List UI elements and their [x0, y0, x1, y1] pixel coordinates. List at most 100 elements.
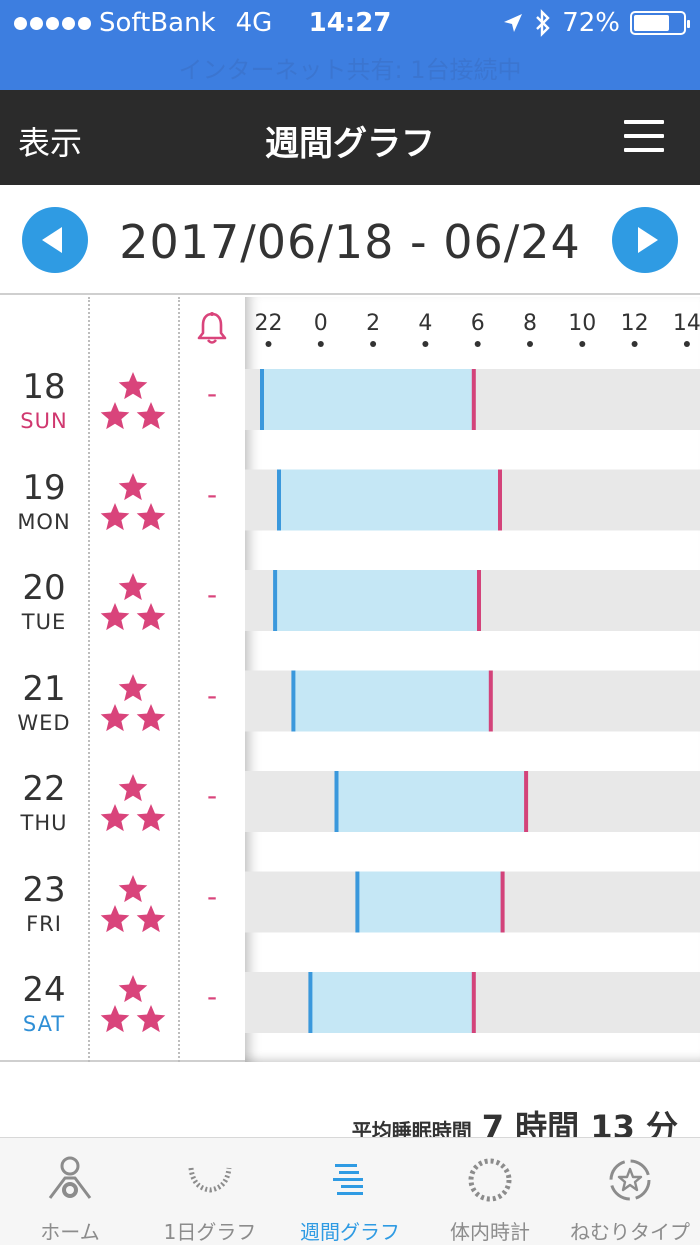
star-icon [136, 402, 166, 430]
tab-home[interactable]: ホーム [0, 1138, 140, 1245]
sleep-rating-stars-icon [100, 874, 166, 932]
waketime-marker [471, 972, 476, 1033]
tab-bar: ホーム 1日グラフ 週間グラフ 体内時計 ねむりタイプ [0, 1137, 700, 1245]
date-header: 2017/06/18 - 06/24 [0, 185, 700, 295]
weekly-grid: 18 SUN -19 MON -20 TUE -21 WED -22 THU -23 FRI -24 SA… [0, 297, 700, 1062]
day-name: FRI [26, 911, 62, 936]
nav-bar: 表示 週間グラフ [0, 90, 700, 185]
star-icon [136, 603, 166, 631]
star-icon [136, 1005, 166, 1033]
sleep-rating-stars-icon [100, 472, 166, 530]
alarm-value: - [206, 779, 218, 812]
sleep-bar [310, 972, 474, 1033]
next-week-button[interactable] [612, 207, 678, 273]
menu-icon[interactable] [624, 120, 664, 154]
alarm-value: - [206, 377, 218, 410]
display-button[interactable]: 表示 [18, 124, 83, 162]
tab-label: 体内時計 [450, 1220, 530, 1244]
tab-daily[interactable]: 1日グラフ [140, 1138, 280, 1245]
sleep-chart-svg: 22 0 2 4 6 8 10 12 14 [245, 311, 700, 1033]
x-tick-dot [474, 341, 481, 347]
daily-graph-icon [188, 1167, 232, 1193]
star-icon [100, 502, 130, 530]
column-divider [178, 297, 180, 1062]
x-tick-dot [265, 341, 272, 347]
home-person-icon [48, 1156, 92, 1199]
day-name: THU [20, 811, 68, 835]
body-clock-icon [468, 1158, 512, 1202]
day-row[interactable]: 20 TUE - [0, 568, 245, 668]
sleep-rating-stars-icon [100, 573, 166, 631]
page-title: 週間グラフ [265, 124, 435, 164]
waketime-marker [488, 670, 493, 732]
x-tick-label: 0 [314, 311, 328, 336]
status-time: 14:27 [308, 8, 392, 38]
alarm-value: - [206, 980, 218, 1013]
star-icon [118, 673, 148, 701]
x-tick-label: 6 [471, 311, 485, 336]
status-bar: SoftBank 4G 14:27 72% インターネット共有: 1台接続中 [0, 0, 700, 90]
star-icon [100, 804, 130, 832]
sleep-rating-stars-icon [100, 975, 166, 1033]
bedtime-marker [277, 469, 281, 531]
alarm-value: - [206, 477, 218, 511]
x-tick-dot [527, 341, 533, 347]
star-icon [136, 703, 166, 731]
star-icon [100, 703, 130, 731]
x-tick-label: 8 [523, 311, 537, 336]
day-row[interactable]: 21 WED - [0, 669, 245, 769]
x-tick-dot [683, 341, 690, 347]
day-name: TUE [21, 610, 67, 634]
tab-type[interactable]: ねむりタイプ [560, 1138, 700, 1245]
star-icon [118, 372, 148, 400]
day-row[interactable]: 22 THU - [0, 769, 245, 869]
day-row[interactable]: 19 MON - [0, 468, 245, 568]
x-tick-label: 14 [673, 311, 700, 336]
sleep-bar [293, 670, 491, 732]
day-row[interactable]: 18 SUN - [0, 367, 245, 467]
day-row[interactable]: 24 SAT - [0, 970, 245, 1070]
bedtime-marker [273, 570, 278, 631]
tab-clock[interactable]: 体内時計 [420, 1138, 560, 1245]
day-name: SUN [20, 409, 68, 433]
sleep-bar [279, 469, 500, 531]
day-row[interactable]: 23 FRI - [0, 870, 245, 970]
sleep-chart[interactable]: 22 0 2 4 6 8 10 12 14 [245, 297, 700, 1062]
day-name: MON [17, 509, 71, 534]
sleep-bar [275, 570, 480, 631]
date-range: 2017/06/18 - 06/24 [119, 215, 581, 269]
previous-week-button[interactable] [22, 207, 88, 273]
bedtime-marker [334, 771, 339, 832]
sleep-rating-stars-icon [100, 372, 166, 430]
arrow-left-icon [42, 227, 62, 253]
sleep-bar [357, 871, 503, 933]
location-arrow-icon [504, 14, 523, 32]
day-number: 21 [22, 668, 66, 709]
x-tick-dot [631, 341, 638, 347]
star-icon [118, 472, 148, 500]
network-label: 4G [235, 8, 273, 38]
x-tick-label: 2 [366, 311, 380, 336]
star-icon [100, 1005, 130, 1033]
star-icon [118, 975, 148, 1003]
day-name: SAT [22, 1012, 66, 1036]
tab-label: ねむりタイプ [570, 1220, 690, 1244]
hotspot-notice[interactable]: インターネット共有: 1台接続中 [178, 56, 522, 84]
x-tick-label: 12 [621, 311, 649, 336]
sleep-bar [336, 771, 527, 832]
column-divider [88, 297, 90, 1062]
tab-weekly[interactable]: 週間グラフ [280, 1138, 420, 1245]
sleep-rating-stars-icon [100, 673, 166, 731]
tab-label: ホーム [40, 1220, 100, 1244]
waketime-marker [498, 469, 502, 531]
battery-percent: 72% [562, 8, 620, 38]
alarm-value: - [206, 879, 218, 913]
day-number: 19 [22, 467, 66, 508]
star-icon [118, 774, 148, 802]
star-icon [118, 573, 148, 601]
alarm-value: - [206, 678, 218, 712]
bedtime-marker [308, 972, 313, 1033]
waketime-marker [477, 570, 481, 631]
star-icon [136, 804, 166, 832]
star-icon [100, 904, 130, 932]
